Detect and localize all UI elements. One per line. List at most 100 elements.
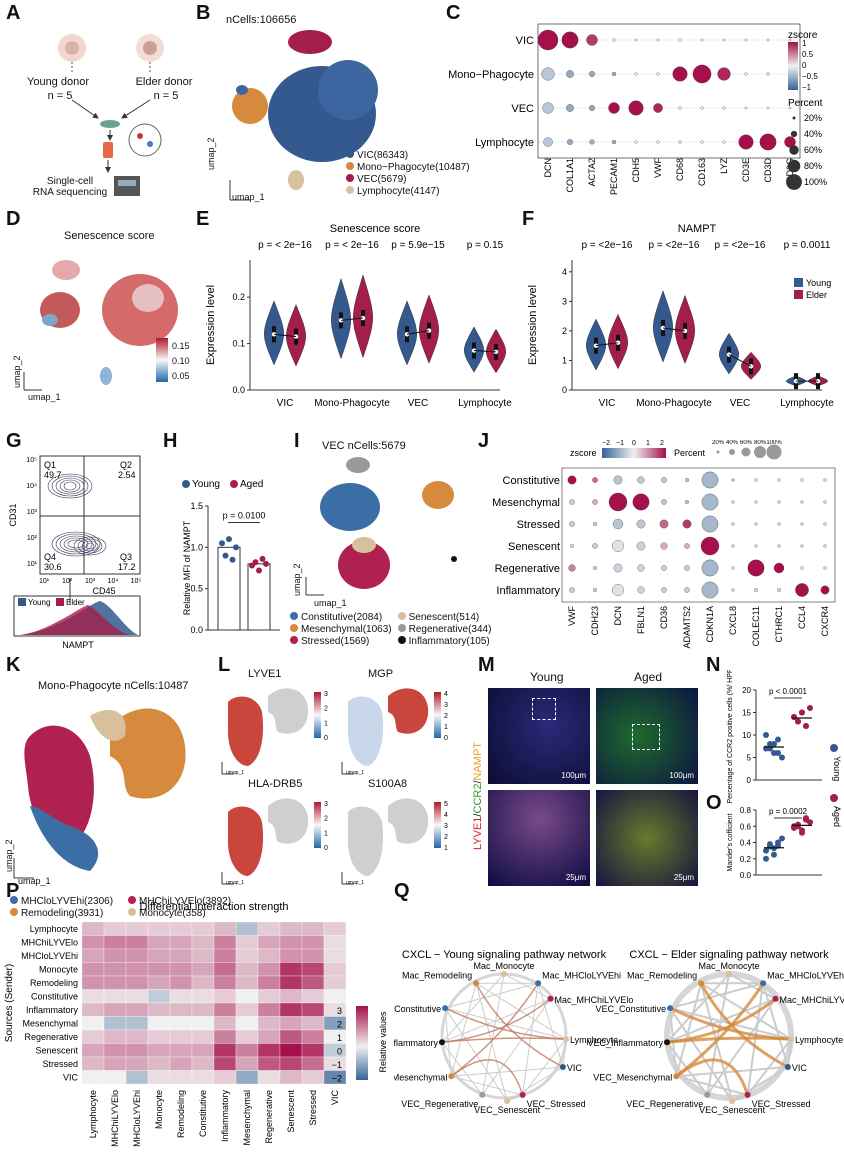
dot <box>589 71 595 77</box>
j-dot <box>613 475 623 485</box>
feature-tick: 3 <box>444 702 448 709</box>
j-col-label: VWF <box>567 606 577 626</box>
q-edge <box>451 1075 523 1096</box>
heatmap-cell <box>103 1070 127 1085</box>
j-dot <box>701 493 719 511</box>
q-node-label: Mac_MHCloLYVEhi <box>542 970 621 980</box>
q-signal-edge <box>444 1007 567 1040</box>
heatmap-cell <box>235 1002 259 1017</box>
heatmap-cell <box>301 935 325 950</box>
panel-k-xlabel: umap_1 <box>18 876 51 886</box>
legend-swatch <box>10 896 18 904</box>
q-signal-edge <box>699 982 789 1069</box>
panel-j-dotplot: Constitutive Mesenchymal Stressed Senescent… <box>492 440 836 649</box>
panel-k-umap <box>13 708 186 879</box>
young-donor-figure <box>58 34 86 72</box>
p-col-label: Constitutive <box>198 1090 208 1137</box>
heatmap-cell <box>213 1002 237 1017</box>
dish-icon <box>100 120 120 128</box>
feature-tick: 0 <box>324 845 328 852</box>
j-z-tick: 1 <box>646 440 650 447</box>
q-node-label: Mac_Remodeling <box>402 970 472 980</box>
q-edge <box>537 983 564 1068</box>
dot <box>589 139 595 145</box>
q-signal-edge <box>669 1006 792 1041</box>
q-edge <box>706 998 777 1096</box>
q-node <box>473 980 480 987</box>
col-label: PECAM1 <box>609 158 619 195</box>
elder-n: n = 5 <box>153 90 179 102</box>
no-y-tick: 0.2 <box>740 855 752 864</box>
p-col-label: Stressed <box>308 1090 318 1126</box>
col-label: CD3E <box>741 158 751 182</box>
h-y-tick: 1.5 <box>190 501 203 511</box>
j-dot <box>568 564 576 572</box>
q-signal-edge <box>675 1058 750 1096</box>
legend-item: Remodeling(3931) <box>10 908 122 919</box>
p-title: Differential interaction strength <box>140 901 289 913</box>
heatmap-cell <box>147 989 171 1004</box>
feature-tick: 3 <box>444 823 448 830</box>
legend-swatch <box>794 278 803 287</box>
j-pct-tick: 80% <box>754 440 767 446</box>
q-edge <box>441 998 551 1043</box>
no-y-label: Percentage of CCR2 positive cells (%/ HP… <box>727 670 734 803</box>
q-node <box>788 1036 794 1043</box>
no-point <box>799 829 805 836</box>
q-edge <box>451 1066 563 1077</box>
h-point <box>229 556 236 563</box>
legend-item: VEC(5679) <box>346 174 470 185</box>
q-signal-edge <box>450 1059 524 1096</box>
panel-d-ylabel: umap_2 <box>12 355 22 388</box>
heatmap-cell <box>301 962 325 977</box>
panel-label-b: B <box>196 2 211 24</box>
heatmap-cell <box>147 1056 171 1071</box>
heatmap-cell <box>279 935 303 950</box>
panel-m-stain-label: LYVE1/CCR2/NAMPT <box>472 742 484 850</box>
j-row-label: Constitutive <box>503 475 560 487</box>
heatmap-cell <box>191 1056 215 1071</box>
heatmap-cell <box>169 975 193 990</box>
j-dot <box>754 500 758 504</box>
dot <box>692 64 712 84</box>
dot <box>566 104 574 112</box>
q-node-label: VEC_Inflammatory <box>394 1038 438 1048</box>
contour <box>73 536 107 556</box>
feature-tick: 0 <box>444 735 448 742</box>
p-col-label: Lymphocyte <box>88 1090 98 1138</box>
dot <box>628 100 644 116</box>
panel-d-xlabel: umap_1 <box>28 392 61 402</box>
heatmap-cell <box>147 921 171 936</box>
heatmap-cell <box>147 1070 171 1085</box>
no-point <box>803 723 809 729</box>
pval-label: p = 5.9e−15 <box>391 240 445 251</box>
q-node-label: VEC_Senescent <box>699 1105 766 1115</box>
legend-swatch <box>346 174 354 182</box>
q-edge <box>666 973 730 1043</box>
heatmap-cell <box>191 1029 215 1044</box>
panel-d-title: Senescence score <box>64 230 155 242</box>
panel-l-feature-plots: LYVE1 3 2 1 0 umap_1 MGP 4 3 2 1 0 umap_1 HLA-DRB5 3 2 1… <box>218 668 478 886</box>
no-point <box>799 709 805 716</box>
heatmap-cell <box>191 962 215 977</box>
feature-colorbar <box>434 692 441 738</box>
q-node-label: VEC_Constitutive <box>596 1004 667 1014</box>
cluster-mono-phagocyte <box>232 88 268 124</box>
median-link <box>728 354 752 367</box>
feature-tick: 2 <box>324 816 328 823</box>
j-dot <box>659 519 669 529</box>
heatmap-cell <box>103 975 127 990</box>
col-label: DCN <box>543 158 553 178</box>
heatmap-cell <box>81 1070 105 1085</box>
legend-item: Stressed(1569) <box>290 636 392 647</box>
group-label: Mono-Phagocyte <box>636 398 712 409</box>
heatmap-cell <box>235 921 259 936</box>
heatmap-cell <box>191 935 215 950</box>
feature-tick: 4 <box>444 691 448 698</box>
panel-i-xlabel: umap_1 <box>314 598 347 608</box>
p-row-label: Monocyte <box>39 965 78 975</box>
y-tick: 4 <box>562 267 567 277</box>
dot <box>543 137 553 147</box>
pct-dot <box>786 174 802 190</box>
panel-i-legend: Constitutive(2084) Senescent(514) Mesenchy… <box>290 612 491 647</box>
